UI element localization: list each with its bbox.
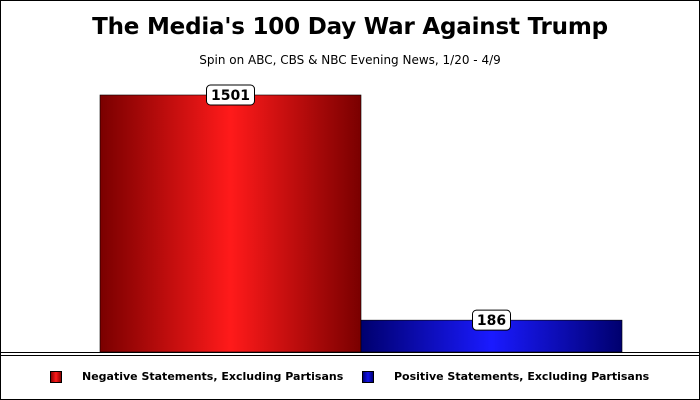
legend-swatch-positive <box>362 370 374 383</box>
bar-negative <box>99 94 362 353</box>
data-label-negative-text: 1501 <box>211 88 250 104</box>
legend-label-positive: Positive Statements, Excluding Partisans <box>394 370 650 383</box>
data-label-negative: 1501 <box>206 84 255 106</box>
legend-item-negative: Negative Statements, Excluding Partisans <box>50 370 343 383</box>
legend-item-positive: Positive Statements, Excluding Partisans <box>362 370 649 383</box>
data-label-positive-text: 186 <box>477 313 506 329</box>
chart-title: The Media's 100 Day War Against Trump <box>92 14 608 40</box>
data-label-negative-box <box>206 84 255 106</box>
chart-subtitle: Spin on ABC, CBS & NBC Evening News, 1/2… <box>199 53 501 67</box>
data-label-positive-box <box>472 309 511 331</box>
data-label-positive: 186 <box>472 309 511 331</box>
legend: Negative Statements, Excluding Partisans… <box>0 355 700 400</box>
legend-swatch-negative <box>50 370 62 383</box>
legend-label-negative: Negative Statements, Excluding Partisans <box>82 370 344 383</box>
